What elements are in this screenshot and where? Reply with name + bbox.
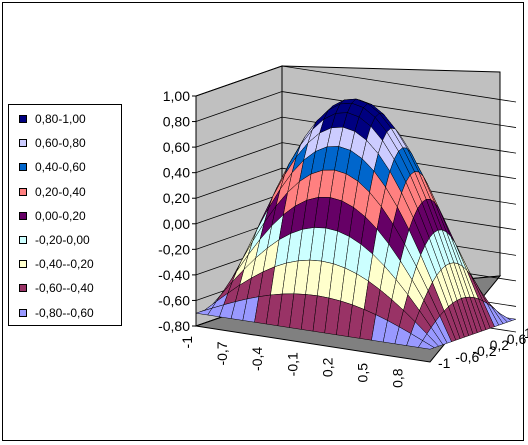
legend-label: 0,60-0,80 xyxy=(35,136,86,151)
legend-swatch xyxy=(19,236,27,244)
y-axis-ticks: 10,60,2-0,2-0,6-1 xyxy=(438,325,528,371)
x-tick-label: -0,7 xyxy=(214,341,230,365)
gridline xyxy=(195,65,517,103)
y-tick-label: -1 xyxy=(438,355,451,371)
y-tick-label: 0,6 xyxy=(507,331,527,347)
z-tick-label: -0,40 xyxy=(158,267,190,283)
x-tick-label: -0,1 xyxy=(284,352,300,376)
legend-label: 0,20-0,40 xyxy=(35,184,86,199)
z-tick-label: 1,00 xyxy=(163,88,190,104)
legend-swatch xyxy=(19,308,27,317)
legend-entry: -0,60--0,40 xyxy=(19,280,119,296)
legend-label: -0,20-0,00 xyxy=(35,233,90,247)
z-tick-label: 0,80 xyxy=(163,114,190,130)
legend-label: -0,80--0,60 xyxy=(35,305,94,320)
legend-swatch xyxy=(19,139,27,148)
legend-entry: -0,80--0,60 xyxy=(19,305,119,321)
gridline xyxy=(195,91,517,128)
gridline xyxy=(195,142,517,180)
legend-entry: -0,20-0,00 xyxy=(19,232,119,248)
legend-label: -0,60--0,40 xyxy=(35,281,94,296)
gridline xyxy=(195,167,517,205)
z-tick-label: -0,80 xyxy=(158,318,190,334)
z-tick-label: 0,40 xyxy=(163,165,190,181)
surface-mesh xyxy=(195,98,517,350)
y-tick-label: -0,2 xyxy=(472,343,496,359)
legend-entry: 0,20-0,40 xyxy=(19,184,119,200)
y-tick-label: 1 xyxy=(524,325,528,341)
x-tick-label: 0,5 xyxy=(355,363,371,383)
y-tick-label: 0,2 xyxy=(490,337,510,353)
legend-label: 0,00-0,20 xyxy=(35,208,86,223)
legend-label: -0,40--0,20 xyxy=(35,257,94,272)
legend-swatch xyxy=(19,284,27,293)
x-axis-ticks: -1 -0,7 -0,4 -0,1 0,2 0,5 0,8 xyxy=(179,336,406,388)
surface-cell xyxy=(417,340,435,350)
z-axis-ticks: 1,00 0,80 0,60 0,40 0,20 0,00 -0,20 -0,40 -0,60 -… xyxy=(158,88,196,334)
x-tick-label: -1 xyxy=(179,336,195,349)
legend-entry: 0,80-1,00 xyxy=(19,111,119,127)
legend-entry: 0,60-0,80 xyxy=(19,135,119,151)
gridline xyxy=(195,116,517,154)
legend-label: 0,40-0,60 xyxy=(35,160,86,175)
legend-label: 0,80-1,00 xyxy=(35,112,86,126)
legend-swatch xyxy=(19,115,27,123)
legend-swatch xyxy=(19,163,27,172)
x-tick-label: 0,8 xyxy=(390,368,406,388)
z-tick-label: 0,60 xyxy=(163,139,190,155)
z-tick-label: -0,20 xyxy=(158,241,190,257)
x-tick-label: 0,2 xyxy=(319,357,335,377)
legend-swatch xyxy=(19,187,27,196)
legend-swatch xyxy=(19,260,27,269)
legend-entry: 0,00-0,20 xyxy=(19,208,119,224)
legend-entry: 0,40-0,60 xyxy=(19,159,119,175)
x-tick-label: -0,4 xyxy=(249,347,265,371)
z-tick-label: -0,60 xyxy=(158,292,190,308)
legend-swatch xyxy=(19,211,27,220)
y-tick-label: -0,6 xyxy=(455,349,479,365)
z-tick-label: 0,20 xyxy=(163,190,190,206)
legend-entry: -0,40--0,20 xyxy=(19,256,119,272)
legend: 0,80-1,00 0,60-0,80 0,40-0,60 0,20-0,40 0,00… xyxy=(8,104,122,326)
z-tick-label: 0,00 xyxy=(163,216,190,232)
